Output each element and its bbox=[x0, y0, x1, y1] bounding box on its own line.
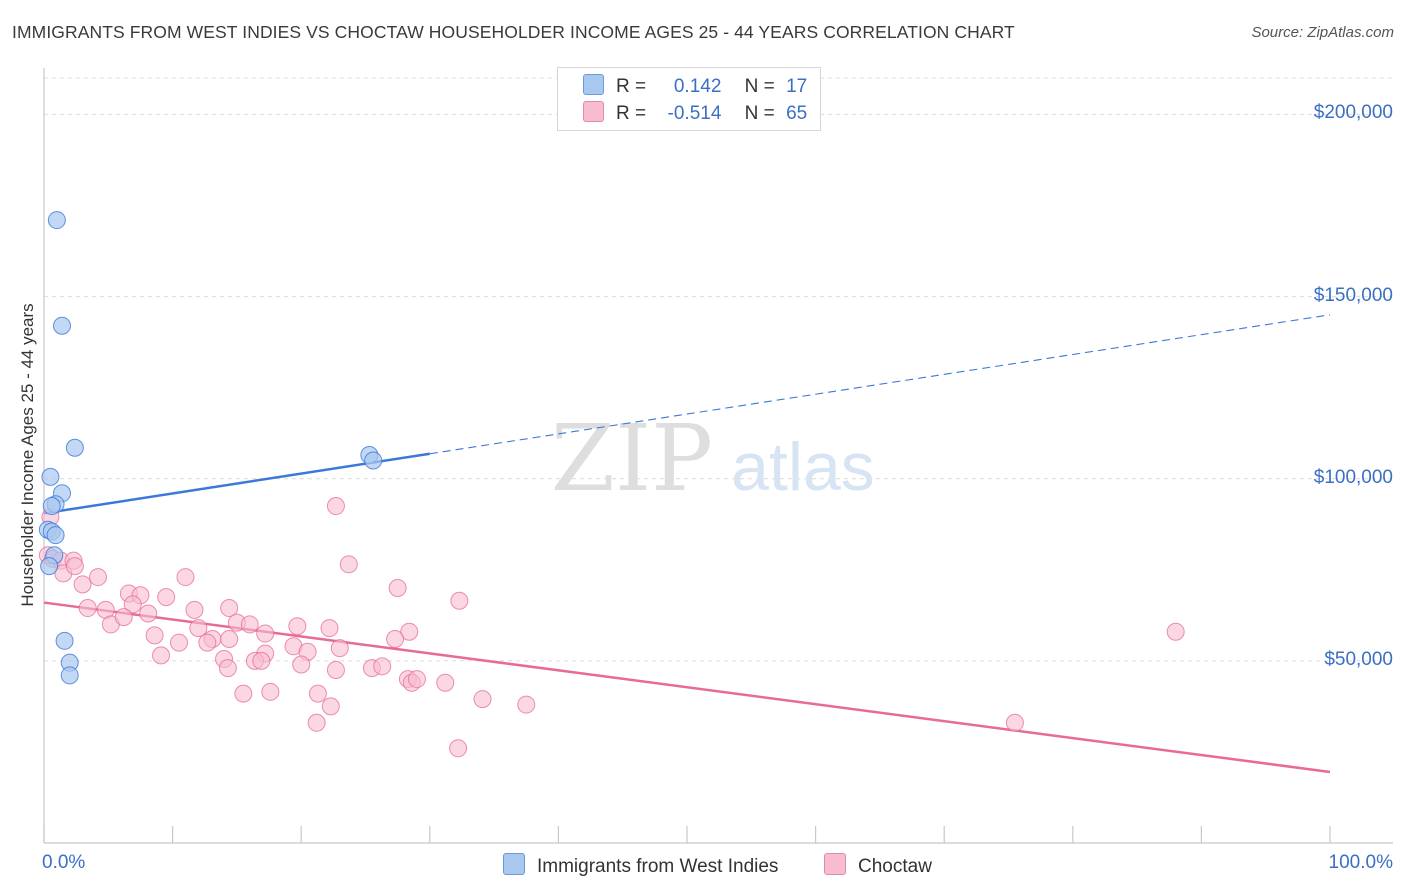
point-choctaw bbox=[326, 497, 345, 516]
point-choctaw bbox=[198, 633, 217, 652]
point-choctaw bbox=[517, 695, 536, 714]
point-west-indies bbox=[55, 631, 74, 650]
legend-r-value: -0.514 bbox=[667, 103, 722, 124]
trend-lines bbox=[43, 314, 1331, 774]
point-choctaw bbox=[1166, 622, 1185, 641]
source-credit: Source: ZipAtlas.com bbox=[1251, 24, 1394, 41]
point-choctaw bbox=[176, 568, 195, 587]
point-choctaw bbox=[320, 619, 339, 638]
legend-r-value: 0.142 bbox=[673, 76, 722, 97]
legend-swatch-blue bbox=[583, 74, 604, 95]
point-choctaw bbox=[373, 657, 392, 676]
point-choctaw bbox=[157, 588, 176, 607]
point-choctaw bbox=[234, 684, 253, 703]
point-choctaw bbox=[145, 626, 164, 645]
point-choctaw bbox=[185, 600, 204, 619]
watermark-zip: ZIP bbox=[551, 405, 713, 512]
point-choctaw bbox=[170, 633, 189, 652]
y-tick-label: $200,000 bbox=[1313, 102, 1393, 124]
point-choctaw bbox=[400, 622, 419, 641]
point-west-indies bbox=[53, 316, 72, 335]
axes bbox=[43, 68, 1393, 844]
point-west-indies bbox=[65, 438, 84, 457]
point-choctaw bbox=[78, 599, 97, 618]
point-choctaw bbox=[407, 670, 426, 689]
legend-n-value: 65 bbox=[786, 103, 808, 124]
point-choctaw bbox=[65, 557, 84, 576]
point-west-indies bbox=[60, 666, 79, 685]
data-points bbox=[38, 211, 1185, 758]
point-choctaw bbox=[152, 646, 171, 665]
watermark-atlas: atlas bbox=[731, 429, 875, 505]
point-choctaw bbox=[220, 630, 239, 648]
point-choctaw bbox=[89, 568, 108, 587]
point-choctaw bbox=[292, 655, 311, 674]
point-choctaw bbox=[139, 604, 158, 623]
legend-n-value: 17 bbox=[786, 76, 808, 97]
point-choctaw bbox=[220, 599, 239, 618]
point-choctaw bbox=[449, 739, 468, 758]
point-west-indies bbox=[42, 497, 61, 516]
point-choctaw bbox=[73, 575, 92, 594]
point-choctaw bbox=[256, 624, 275, 643]
point-choctaw bbox=[288, 617, 307, 636]
point-choctaw bbox=[307, 713, 326, 732]
legend-row-choctaw: R = -0.514 N = 65 bbox=[583, 101, 807, 127]
y-tick-label: $150,000 bbox=[1313, 284, 1393, 306]
point-choctaw bbox=[1005, 713, 1024, 732]
point-choctaw bbox=[189, 619, 208, 638]
bottom-legend-swatch-pink bbox=[824, 853, 846, 875]
correlation-legend: R = 0.142 N = 17 R = -0.514 N = 65 bbox=[557, 67, 821, 131]
point-choctaw bbox=[321, 697, 340, 716]
bottom-legend-label: Choctaw bbox=[858, 856, 932, 877]
grid-lines bbox=[44, 77, 1393, 662]
point-choctaw bbox=[123, 595, 142, 614]
point-choctaw bbox=[386, 630, 405, 648]
point-west-indies bbox=[46, 526, 65, 545]
trend-line-west-indies-extrapolated bbox=[429, 314, 1331, 455]
legend-swatch-pink bbox=[583, 101, 604, 122]
point-choctaw bbox=[450, 591, 469, 610]
point-choctaw bbox=[218, 659, 237, 678]
point-choctaw bbox=[252, 651, 271, 670]
legend-row-west-indies: R = 0.142 N = 17 bbox=[583, 74, 807, 100]
point-west-indies bbox=[364, 451, 383, 470]
point-west-indies bbox=[40, 557, 59, 576]
point-choctaw bbox=[308, 684, 327, 703]
legend-r-label: R = bbox=[616, 103, 647, 124]
bottom-legend-west-indies: Immigrants from West Indies bbox=[503, 853, 778, 878]
point-choctaw bbox=[339, 555, 358, 574]
point-choctaw bbox=[436, 673, 455, 692]
legend-n-label: N = bbox=[744, 103, 775, 124]
point-west-indies bbox=[47, 211, 66, 230]
y-tick-label: $50,000 bbox=[1324, 648, 1393, 670]
point-west-indies bbox=[41, 467, 60, 486]
legend-r-label: R = bbox=[616, 76, 647, 97]
bottom-legend-swatch-blue bbox=[503, 853, 525, 875]
point-choctaw bbox=[473, 690, 492, 709]
point-choctaw bbox=[388, 579, 407, 597]
point-choctaw bbox=[326, 660, 345, 679]
y-tick-label: $100,000 bbox=[1313, 466, 1393, 488]
point-choctaw bbox=[240, 615, 259, 634]
point-choctaw bbox=[261, 682, 280, 701]
x-tick-label-min: 0.0% bbox=[42, 852, 86, 873]
legend-n-label: N = bbox=[744, 76, 775, 97]
point-choctaw bbox=[330, 639, 349, 658]
x-tick-label-max: 100.0% bbox=[1328, 852, 1393, 873]
bottom-legend-label: Immigrants from West Indies bbox=[537, 856, 779, 877]
bottom-legend-choctaw: Choctaw bbox=[824, 853, 932, 878]
chart-title: IMMIGRANTS FROM WEST INDIES VS CHOCTAW H… bbox=[12, 22, 1015, 42]
point-choctaw bbox=[114, 608, 133, 627]
watermark: ZIP atlas bbox=[551, 405, 875, 512]
